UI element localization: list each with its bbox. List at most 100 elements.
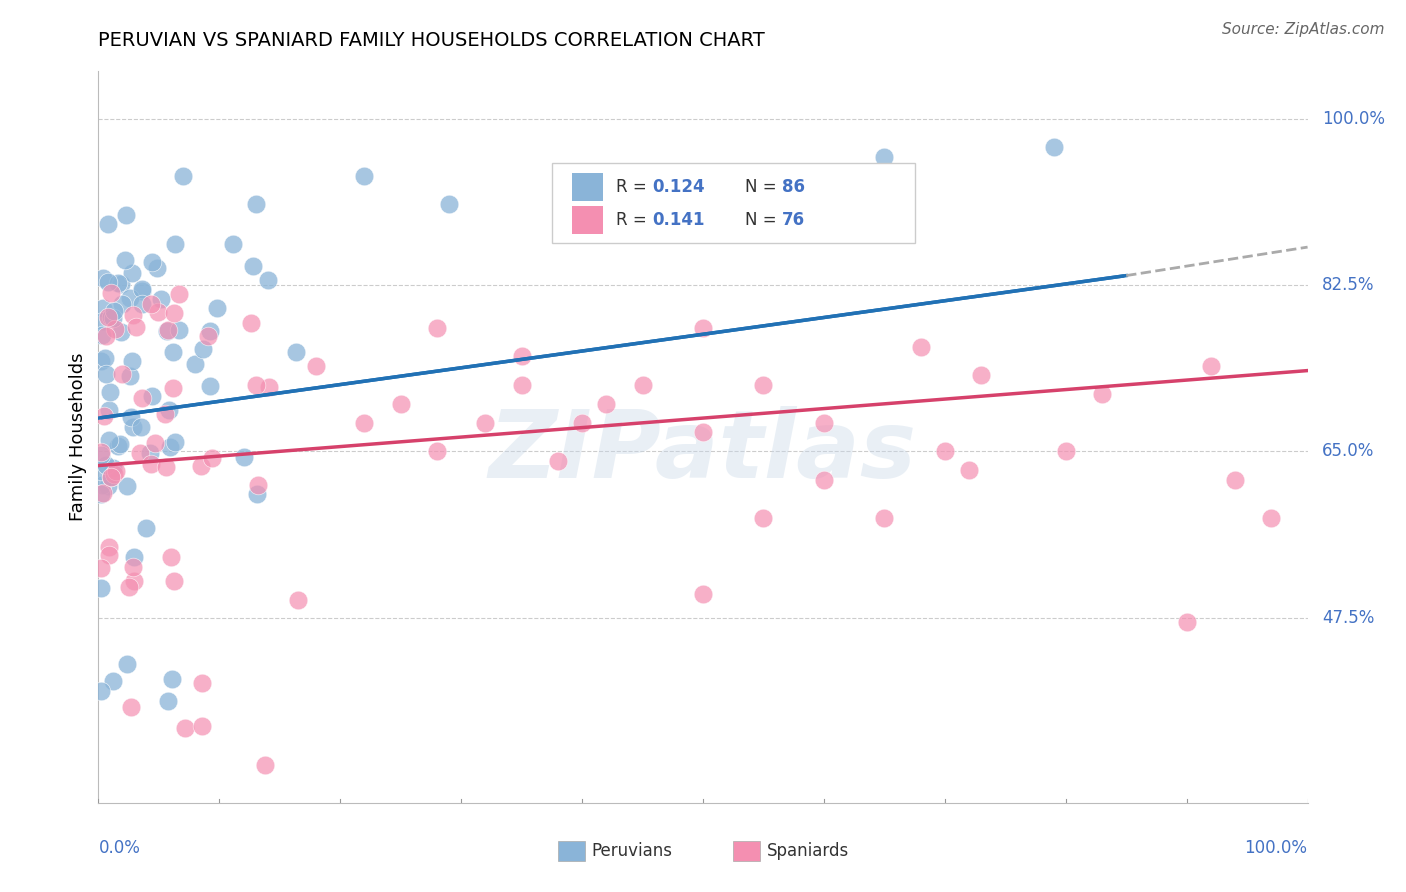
Point <box>107 276 129 290</box>
Point <box>692 321 714 335</box>
Point <box>155 460 177 475</box>
Point <box>595 397 617 411</box>
Text: 65.0%: 65.0% <box>1322 442 1375 460</box>
Point <box>143 436 166 450</box>
Point <box>98 403 121 417</box>
Point <box>120 700 142 714</box>
Point <box>135 521 157 535</box>
Point <box>256 273 278 287</box>
Point <box>145 260 167 275</box>
Point <box>91 301 114 315</box>
Point <box>141 457 163 471</box>
Point <box>254 757 277 772</box>
Point <box>100 286 122 301</box>
Point <box>114 208 136 222</box>
FancyBboxPatch shape <box>558 841 585 862</box>
Point <box>167 286 190 301</box>
Point <box>90 354 112 368</box>
Point <box>934 444 956 458</box>
Point <box>246 478 269 492</box>
Text: 0.141: 0.141 <box>652 211 704 229</box>
Point <box>103 673 125 688</box>
Point <box>111 297 134 311</box>
Point <box>90 478 112 492</box>
Point <box>190 459 212 474</box>
Point <box>191 342 214 356</box>
Point <box>125 319 148 334</box>
Point <box>104 465 127 479</box>
Point <box>121 354 143 368</box>
Text: Spaniards: Spaniards <box>768 842 849 860</box>
Point <box>110 277 132 291</box>
Point <box>162 672 184 686</box>
Point <box>160 550 183 565</box>
Point <box>90 464 112 478</box>
Point <box>692 587 714 601</box>
Point <box>141 297 163 311</box>
Point <box>91 314 114 328</box>
Point <box>107 439 129 453</box>
Point <box>162 380 184 394</box>
Point <box>174 721 197 735</box>
Point <box>159 440 181 454</box>
Point <box>163 236 186 251</box>
Point <box>148 304 170 318</box>
Point <box>1091 387 1114 401</box>
Point <box>165 435 187 450</box>
Text: R =: R = <box>616 211 652 229</box>
Point <box>97 310 120 324</box>
Point <box>205 301 228 316</box>
Point <box>101 310 124 325</box>
Point <box>162 345 184 359</box>
Point <box>97 479 120 493</box>
Point <box>98 384 121 399</box>
Text: 82.5%: 82.5% <box>1322 277 1375 294</box>
Point <box>285 344 308 359</box>
Point <box>118 580 141 594</box>
Point <box>131 285 153 299</box>
Point <box>97 275 120 289</box>
FancyBboxPatch shape <box>572 173 603 201</box>
Point <box>153 407 176 421</box>
Point <box>156 324 179 338</box>
FancyBboxPatch shape <box>572 206 603 234</box>
Point <box>90 561 112 575</box>
Point <box>200 379 222 393</box>
Text: Source: ZipAtlas.com: Source: ZipAtlas.com <box>1222 22 1385 37</box>
Point <box>547 454 569 468</box>
Point <box>163 574 186 588</box>
Point <box>200 324 222 338</box>
Point <box>970 368 993 383</box>
Point <box>149 292 172 306</box>
Point <box>129 420 152 434</box>
Point <box>353 169 375 183</box>
Point <box>1260 511 1282 525</box>
Point <box>873 150 896 164</box>
Point <box>141 389 163 403</box>
FancyBboxPatch shape <box>734 841 759 862</box>
FancyBboxPatch shape <box>551 163 915 244</box>
Point <box>124 574 146 588</box>
Point <box>117 479 139 493</box>
Point <box>97 549 120 563</box>
Point <box>98 540 121 554</box>
Point <box>752 377 775 392</box>
Point <box>426 444 449 458</box>
Point <box>131 282 153 296</box>
Point <box>157 323 180 337</box>
Text: ZIPatlas: ZIPatlas <box>489 406 917 498</box>
Point <box>190 675 212 690</box>
Text: 76: 76 <box>782 211 804 229</box>
Point <box>197 329 219 343</box>
Point <box>90 487 112 501</box>
Point <box>692 425 714 440</box>
Point <box>246 487 269 501</box>
Point <box>103 467 125 482</box>
Point <box>103 303 125 318</box>
Point <box>100 310 122 324</box>
Text: Peruvians: Peruvians <box>592 842 672 860</box>
Point <box>100 470 122 484</box>
Point <box>510 349 533 363</box>
Point <box>245 377 267 392</box>
Point <box>873 511 896 525</box>
